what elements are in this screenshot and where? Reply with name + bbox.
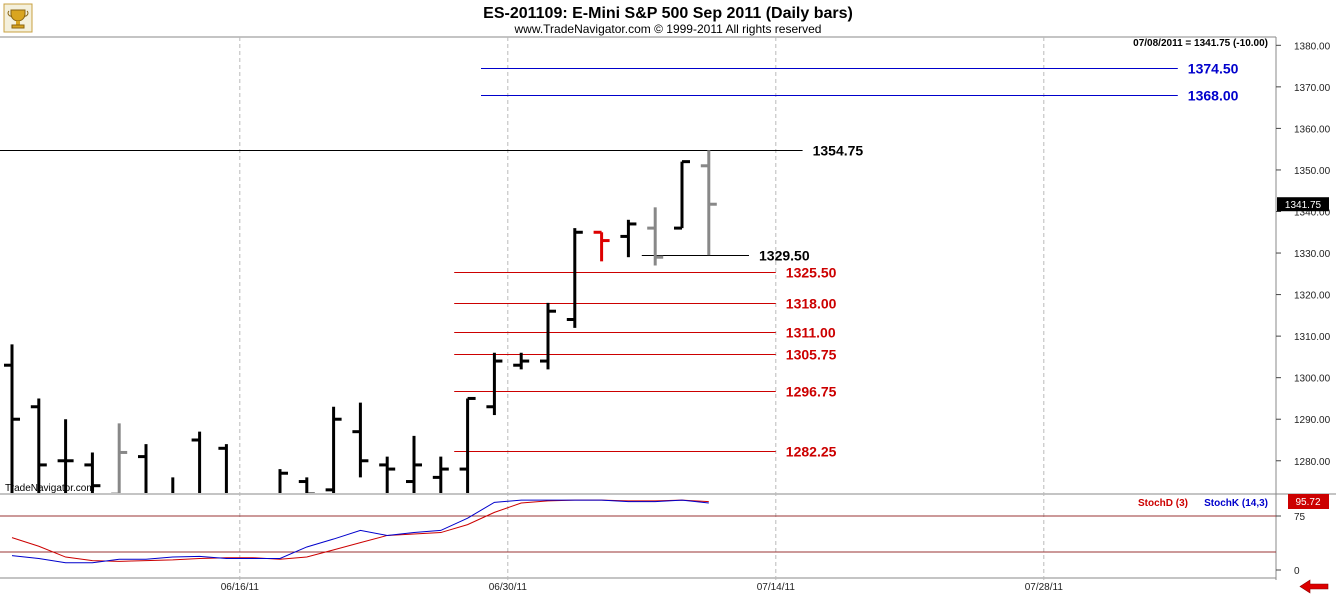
stoch-tick-label: 0 [1294,566,1300,577]
trophy-icon[interactable] [3,3,33,33]
level-label: 1318.00 [786,296,837,312]
ohlc-bar [406,435,422,493]
ohlc-bar [459,396,476,493]
level-label: 1354.75 [813,143,864,159]
level-label: 1374.50 [1188,61,1239,77]
level-label: 1368.00 [1188,88,1239,104]
level-label: 1305.75 [786,347,837,363]
last-price-badge: 1341.75 [1277,197,1329,212]
ohlc-bar [4,344,20,493]
last-price-label: 1341.75 [1285,200,1322,211]
ohlc-bar [30,398,47,493]
stoch-series-line [11,499,709,564]
price-tick-label: 1320.00 [1294,291,1331,302]
legend-stochk: StochK (14,3) [1204,498,1268,509]
ohlc-bar [674,160,690,230]
ohlc-bar [513,352,530,370]
ohlc-bar [432,456,449,493]
price-axis: 1380.00 1370.00 1360.00 1350.00 1340.00 1330.… [1276,41,1331,468]
level-label: 1325.50 [786,265,837,281]
price-tick-label: 1380.00 [1294,41,1331,52]
date-axis: 06/16/11 06/30/11 07/14/11 07/28/11 [221,582,1064,593]
date-tick-label: 07/14/11 [757,582,796,593]
level-label: 1311.00 [786,325,836,341]
price-tick-label: 1360.00 [1294,124,1331,135]
ohlc-bar [647,207,664,266]
price-tick-label: 1330.00 [1294,249,1331,260]
ohlc-bar [278,469,288,493]
ohlc-bar [325,406,342,493]
ohlc-bar [620,219,637,258]
ohlc-bar [379,456,396,493]
ohlc-bar [84,452,101,493]
ohlc-bar [566,228,583,328]
stoch-value-badge-bg [1288,494,1329,509]
price-tick-label: 1300.00 [1294,374,1331,385]
date-tick-label: 06/16/11 [221,582,260,593]
ohlc-bar [352,402,369,478]
price-tick-label: 1310.00 [1294,332,1331,343]
ohlc-bar [593,230,610,262]
ohlc-bar [191,431,202,493]
level-label: 1329.50 [759,248,810,264]
stochastic-pane: 75 0 [0,499,1306,577]
ohlc-bar [700,150,717,256]
left-arrow-icon[interactable] [1298,579,1330,594]
ohlc-bars [4,150,717,493]
price-tick-label: 1290.00 [1294,415,1331,426]
date-tick-label: 06/30/11 [489,582,528,593]
watermark: TradeNavigator.com [5,483,95,494]
price-tick-label: 1280.00 [1294,457,1331,468]
last-bar-info: 07/08/2011 = 1341.75 (-10.00) [1133,38,1268,49]
last-price-badge-bg [1277,197,1329,212]
chart-title: ES-201109: E-Mini S&P 500 Sep 2011 (Dail… [483,5,853,22]
price-tick-label: 1350.00 [1294,166,1331,177]
price-tick-label: 1340.00 [1294,207,1331,218]
ohlc-bar [57,419,74,493]
chart-subtitle: www.TradeNavigator.com © 1999-2011 All r… [514,22,822,36]
ohlc-bar [111,423,128,493]
ohlc-bar [540,302,556,370]
legend-stochd: StochD (3) [1138,498,1188,509]
ohlc-bar [171,477,175,493]
stoch-tick-label: 75 [1294,512,1306,523]
ohlc-bar [486,352,503,416]
level-label: 1296.75 [786,384,837,400]
ohlc-bar [218,444,228,493]
ohlc-bar [298,477,315,493]
date-tick-label: 07/28/11 [1025,582,1064,593]
ohlc-bar [138,444,148,493]
stoch-value-badge: 95.72 [1295,497,1320,508]
price-tick-label: 1370.00 [1294,83,1331,94]
level-label: 1282.25 [786,444,837,460]
